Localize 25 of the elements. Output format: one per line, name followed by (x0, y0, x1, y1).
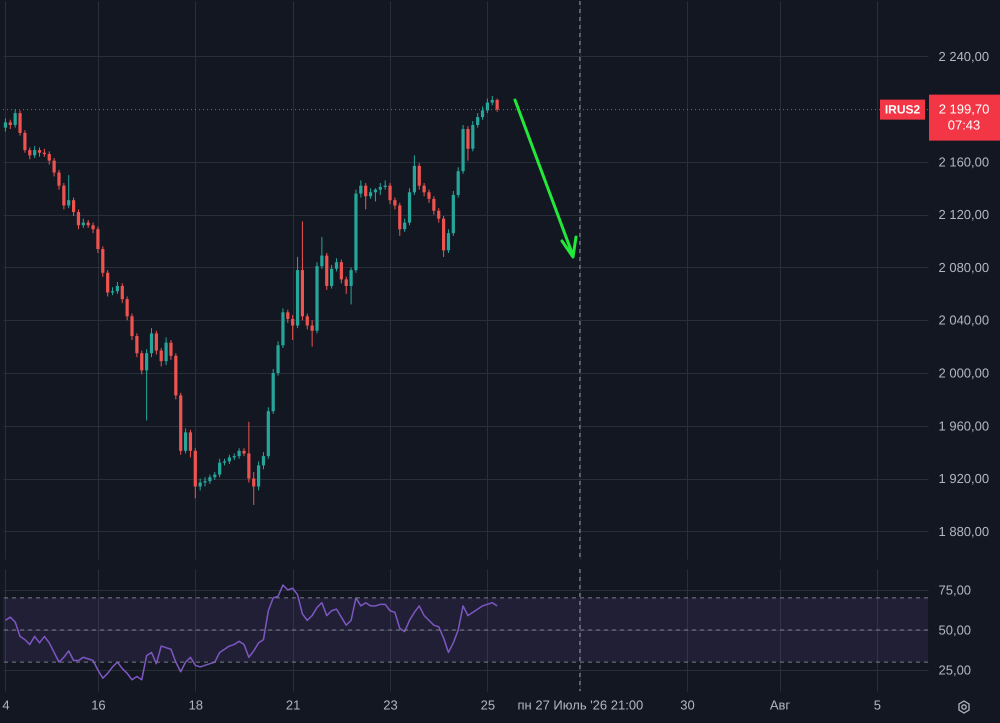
y-tick-label: 2 160,00 (938, 154, 990, 170)
ref-line-label: IRUS2 (884, 102, 920, 117)
x-tick-label: 5 (874, 698, 881, 712)
y-tick-label: 2 040,00 (938, 312, 990, 328)
text: 2 199,70 (938, 102, 990, 117)
x-tick-label: 4 (2, 698, 10, 712)
x-tick-label: 30 (680, 698, 695, 712)
text: 07:43 (948, 118, 980, 133)
y-tick-label: 2 000,00 (938, 366, 990, 380)
y-tick-label: 2 080,00 (938, 260, 990, 275)
x-tick-label: 16 (91, 698, 106, 712)
y-tick-label: 2 120,00 (938, 207, 990, 222)
x-tick-label: 21 (286, 698, 300, 712)
y-tick-label: 50,00 (938, 622, 972, 638)
y-tick-label: 1 880,00 (938, 524, 990, 539)
y-tick-label: 2 240,00 (938, 48, 990, 64)
x-tick-label: 18 (188, 698, 204, 712)
x-tick-label: 23 (383, 698, 398, 712)
y-tick-label: 25,00 (938, 662, 972, 678)
x-tick-label: 25 (480, 698, 496, 712)
x-tick-label: пн 27 Июль '26 21:00 (518, 698, 644, 712)
x-tick-label: Авг (770, 698, 790, 712)
y-tick-label: 75,00 (938, 582, 972, 598)
y-tick-label: 1 920,00 (938, 471, 990, 486)
y-tick-label: 1 960,00 (938, 418, 990, 434)
